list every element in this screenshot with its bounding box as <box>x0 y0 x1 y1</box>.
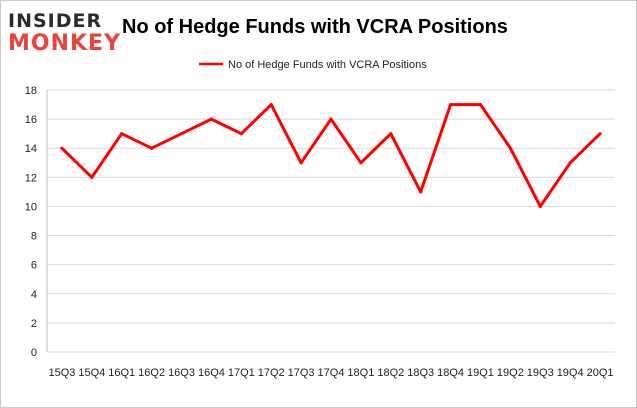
data-point <box>478 102 483 107</box>
y-tick-label: 18 <box>25 85 37 97</box>
x-tick-label: 18Q4 <box>437 367 464 379</box>
data-point <box>269 102 273 107</box>
x-tick-label: 17Q1 <box>228 367 255 379</box>
x-tick-label: 20Q1 <box>587 367 614 379</box>
x-tick-label: 18Q3 <box>407 367 434 379</box>
data-point <box>150 146 154 150</box>
data-point <box>209 117 214 121</box>
x-tick-label: 18Q1 <box>347 367 374 379</box>
x-tick-label: 15Q3 <box>48 367 75 379</box>
y-tick-label: 16 <box>25 114 37 126</box>
x-tick-label: 17Q2 <box>258 367 285 379</box>
y-tick-label: 6 <box>31 260 37 272</box>
y-tick-label: 14 <box>25 143 37 155</box>
data-point <box>568 161 572 165</box>
x-tick-label: 17Q4 <box>318 367 345 379</box>
data-point <box>239 132 243 136</box>
data-point <box>120 132 124 136</box>
x-tick-label: 16Q2 <box>138 367 165 379</box>
x-tick-label: 19Q2 <box>497 367 524 379</box>
x-tick-label: 18Q2 <box>377 367 404 379</box>
y-tick-label: 12 <box>25 172 37 184</box>
data-point <box>389 132 393 136</box>
data-point <box>299 161 303 165</box>
y-axis: 0 2 4 6 8 10 12 14 16 18 <box>25 85 48 359</box>
x-tick-label: 16Q3 <box>168 367 195 379</box>
insider-monkey-logo: INSIDER MONKEY <box>8 10 121 56</box>
data-point <box>448 102 453 107</box>
series-layer <box>60 102 602 209</box>
x-tick-label: 16Q4 <box>198 367 225 379</box>
y-tick-label: 10 <box>25 201 37 213</box>
data-point <box>538 204 542 209</box>
x-axis: 15Q3 15Q4 16Q1 16Q2 16Q3 16Q4 17Q1 17Q2 17Q3 17Q4… <box>48 367 613 379</box>
y-tick-label: 4 <box>31 289 37 301</box>
data-point <box>329 117 333 121</box>
data-point <box>179 132 184 136</box>
x-tick-label: 17Q3 <box>288 367 315 379</box>
data-point <box>90 175 94 179</box>
legend-label: No of Hedge Funds with VCRA Positions <box>228 59 427 71</box>
x-tick-label: 19Q1 <box>467 367 494 379</box>
gridlines <box>47 89 615 353</box>
logo-line-2: MONKEY <box>8 31 121 56</box>
data-point <box>359 161 363 165</box>
data-point <box>60 146 64 150</box>
legend: No of Hedge Funds with VCRA Positions <box>199 59 427 71</box>
data-point <box>419 190 423 194</box>
y-tick-label: 0 <box>31 347 37 359</box>
x-tick-label: 16Q1 <box>108 367 135 379</box>
chart-title: No of Hedge Funds with VCRA Positions <box>122 16 508 38</box>
x-tick-label: 15Q4 <box>78 367 105 379</box>
y-tick-label: 8 <box>31 231 37 243</box>
y-tick-label: 2 <box>31 318 37 330</box>
data-point <box>508 146 512 150</box>
x-tick-label: 19Q4 <box>557 367 584 379</box>
x-tick-label: 19Q3 <box>527 367 554 379</box>
logo-line-1: INSIDER <box>8 10 102 32</box>
data-point <box>598 132 602 136</box>
